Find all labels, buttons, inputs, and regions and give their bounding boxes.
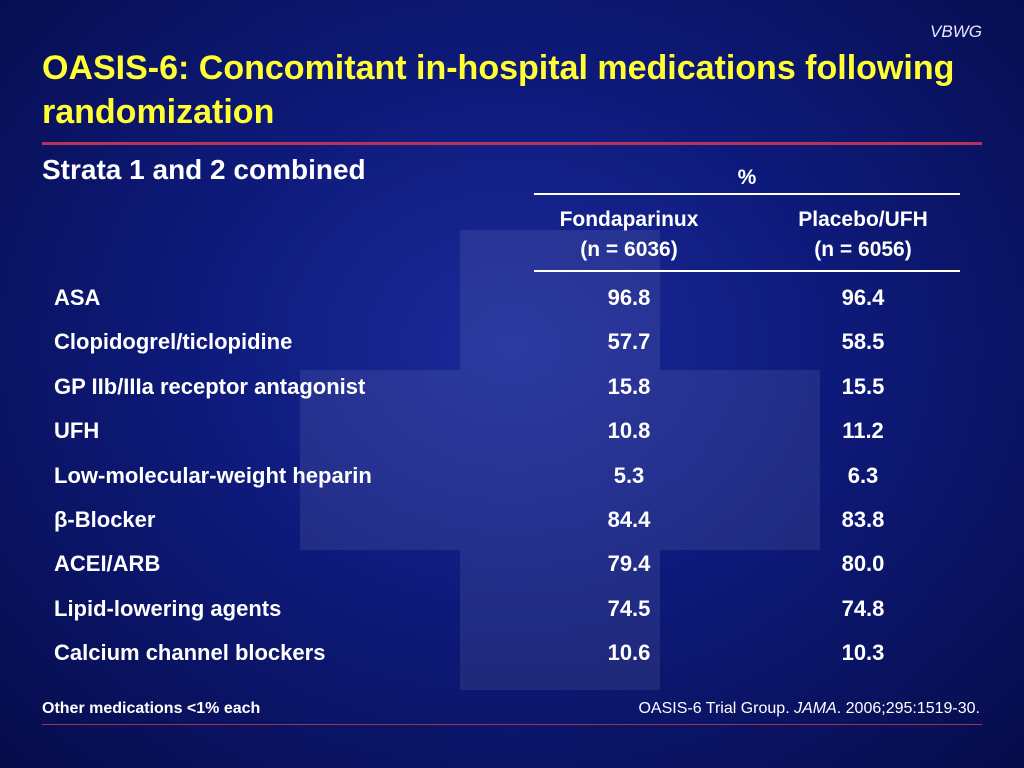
value-fondaparinux: 84.4	[607, 506, 651, 532]
percent-group-header: %	[737, 166, 757, 189]
row-label: Lipid-lowering agents	[54, 595, 282, 621]
table-row: ASA 96.8 96.4	[0, 276, 1024, 320]
column-name-fondaparinux: Fondaparinux	[559, 208, 699, 231]
value-placebo-ufh: 11.2	[842, 418, 884, 444]
value-placebo-ufh: 74.8	[841, 595, 885, 621]
value-placebo-ufh: 58.5	[841, 329, 885, 355]
row-label: GP IIb/IIIa receptor antagonist	[54, 373, 366, 399]
slide-subtitle: Strata 1 and 2 combined	[42, 154, 366, 185]
column-n-placebo-ufh: (n = 6056)	[814, 238, 912, 261]
value-fondaparinux: 96.8	[607, 285, 651, 310]
value-placebo-ufh: 10.3	[841, 640, 885, 666]
table-row: ACEI/ARB 79.4 80.0	[0, 542, 1024, 586]
citation-prefix: OASIS-6 Trial Group.	[638, 700, 795, 717]
citation-journal: JAMA	[794, 700, 837, 717]
citation-suffix: . 2006;295:1519-30.	[836, 700, 980, 717]
medication-table-body: ASA 96.8 96.4 Clopidogrel/ticlopidine 57…	[0, 276, 1024, 676]
value-fondaparinux: 57.7	[607, 329, 651, 355]
table-row: Clopidogrel/ticlopidine 57.7 58.5	[0, 320, 1024, 364]
table-row: Calcium channel blockers 10.6 10.3	[0, 631, 1024, 675]
column-header-placebo-ufh: Placebo/UFH (n = 6056)	[753, 205, 973, 265]
row-label: Low-molecular-weight heparin	[54, 462, 372, 488]
slide-title: OASIS-6: Concomitant in-hospital medicat…	[42, 49, 955, 131]
title-divider	[42, 142, 982, 145]
value-fondaparinux: 10.6	[607, 640, 651, 666]
column-n-fondaparinux: (n = 6036)	[580, 238, 678, 261]
table-row: UFH 10.8 11.2	[0, 409, 1024, 453]
table-row: Lipid-lowering agents 74.5 74.8	[0, 587, 1024, 631]
row-label: β-Blocker	[54, 506, 156, 532]
value-fondaparinux: 79.4	[607, 551, 651, 577]
value-placebo-ufh: 6.3	[847, 462, 879, 488]
citation: OASIS-6 Trial Group. JAMA. 2006;295:1519…	[638, 700, 980, 718]
row-label: Calcium channel blockers	[54, 640, 326, 666]
value-placebo-ufh: 80.0	[841, 551, 885, 577]
header-bottom-rule	[534, 270, 960, 272]
row-label: ASA	[54, 285, 101, 310]
row-label: Clopidogrel/ticlopidine	[54, 329, 293, 355]
footer-divider	[42, 724, 982, 725]
table-row: GP IIb/IIIa receptor antagonist 15.8 15.…	[0, 365, 1024, 409]
footnote-other-medications: Other medications <1% each	[42, 700, 261, 717]
value-fondaparinux: 10.8	[607, 418, 651, 444]
column-header-fondaparinux: Fondaparinux (n = 6036)	[519, 205, 739, 265]
table-row: Low-molecular-weight heparin 5.3 6.3	[0, 454, 1024, 498]
value-fondaparinux: 74.5	[607, 595, 651, 621]
row-label: UFH	[54, 418, 100, 444]
value-placebo-ufh: 15.5	[841, 373, 885, 399]
column-name-placebo-ufh: Placebo/UFH	[798, 208, 928, 231]
value-placebo-ufh: 96.4	[841, 285, 885, 310]
row-label: ACEI/ARB	[54, 551, 161, 577]
table-row: β-Blocker 84.4 83.8	[0, 498, 1024, 542]
value-placebo-ufh: 83.8	[841, 506, 885, 532]
brand-logo-text: VBWG	[930, 22, 982, 41]
value-fondaparinux: 5.3	[613, 462, 645, 488]
header-top-rule	[534, 193, 960, 195]
value-fondaparinux: 15.8	[607, 373, 651, 399]
